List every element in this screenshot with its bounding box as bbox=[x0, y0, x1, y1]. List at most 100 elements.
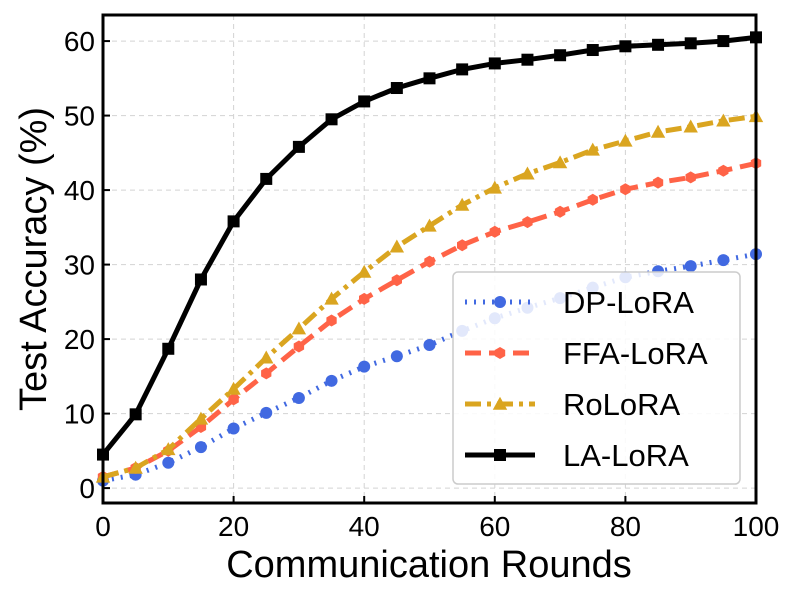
series-la-lora bbox=[97, 31, 762, 461]
data-point bbox=[652, 38, 665, 51]
legend: DP-LoRA FFA-LoRA RoLoRA LA-LoRA bbox=[452, 271, 741, 485]
legend-label: RoLoRA bbox=[563, 387, 680, 422]
data-point bbox=[618, 133, 633, 147]
y-tick-label: 60 bbox=[64, 26, 95, 57]
legend-item-rolora: RoLoRA bbox=[465, 387, 680, 422]
data-point bbox=[226, 381, 241, 395]
data-point bbox=[326, 314, 337, 327]
data-point bbox=[128, 460, 143, 474]
data-point bbox=[423, 339, 436, 352]
x-tick-label: 80 bbox=[610, 511, 641, 542]
legend-marker bbox=[494, 347, 506, 359]
series-rolora bbox=[95, 109, 764, 483]
y-tick-label: 50 bbox=[64, 101, 95, 132]
data-point bbox=[129, 408, 142, 421]
data-point bbox=[684, 37, 697, 50]
data-point bbox=[422, 218, 437, 232]
data-point bbox=[487, 180, 502, 194]
data-point bbox=[457, 239, 468, 252]
legend-item-la-lora: LA-LoRA bbox=[465, 438, 689, 473]
data-point bbox=[194, 441, 207, 454]
y-tick-label: 20 bbox=[64, 324, 95, 355]
legend-marker bbox=[494, 449, 506, 461]
data-point bbox=[717, 35, 730, 48]
data-point bbox=[228, 393, 239, 406]
legend-item-ffa-lora: FFA-LoRA bbox=[465, 336, 708, 371]
series-line-rolora bbox=[102, 113, 757, 480]
plot-frame bbox=[101, 13, 758, 505]
data-point bbox=[358, 95, 371, 108]
data-point bbox=[488, 57, 501, 70]
data-point bbox=[718, 164, 729, 177]
data-point bbox=[325, 374, 338, 387]
legend-marker bbox=[492, 396, 508, 410]
x-tick-label: 40 bbox=[349, 511, 380, 542]
legend-box bbox=[452, 271, 741, 485]
data-point bbox=[161, 442, 176, 456]
data-point bbox=[619, 40, 632, 53]
data-point bbox=[162, 456, 175, 469]
data-point bbox=[259, 350, 274, 364]
data-point bbox=[552, 155, 568, 169]
data-point bbox=[489, 225, 500, 238]
x-axis-label: Communication Rounds bbox=[226, 544, 632, 586]
data-point bbox=[358, 360, 371, 373]
data-point bbox=[389, 239, 405, 253]
y-tick-label: 10 bbox=[64, 399, 95, 430]
legend-label: FFA-LoRA bbox=[563, 336, 708, 371]
data-point bbox=[292, 391, 305, 404]
data-point bbox=[554, 49, 567, 62]
data-point bbox=[587, 193, 598, 206]
data-point bbox=[390, 82, 403, 95]
x-tick-label: 60 bbox=[479, 511, 510, 542]
legend-label: LA-LoRA bbox=[563, 438, 689, 473]
data-point bbox=[684, 260, 697, 273]
data-point bbox=[683, 119, 698, 133]
x-tick-label: 0 bbox=[95, 511, 111, 542]
data-point bbox=[227, 215, 240, 228]
data-point bbox=[325, 113, 338, 126]
data-point bbox=[522, 216, 533, 229]
data-point bbox=[227, 422, 240, 435]
data-point bbox=[390, 350, 403, 363]
data-point bbox=[292, 140, 305, 153]
data-point bbox=[324, 291, 339, 305]
data-point bbox=[423, 72, 436, 85]
data-point bbox=[620, 183, 631, 196]
data-point bbox=[291, 321, 307, 335]
axis-ticks: 0 20 40 60 80 100 0 10 20 30 40 50 60 bbox=[64, 26, 780, 542]
y-tick-label: 40 bbox=[64, 175, 95, 206]
data-point bbox=[554, 205, 566, 218]
data-point bbox=[717, 254, 730, 267]
x-tick-label: 20 bbox=[218, 511, 249, 542]
data-point bbox=[260, 172, 273, 185]
data-point bbox=[194, 273, 207, 286]
legend-marker bbox=[494, 296, 506, 308]
x-tick-label: 100 bbox=[733, 511, 780, 542]
data-point bbox=[293, 340, 305, 353]
data-point bbox=[650, 124, 666, 138]
legend-label: DP-LoRA bbox=[563, 285, 694, 320]
data-point bbox=[585, 142, 600, 156]
data-point bbox=[716, 113, 731, 127]
legend-item-dp-lora: DP-LoRA bbox=[465, 285, 694, 320]
data-point bbox=[652, 176, 664, 189]
y-tick-label: 30 bbox=[64, 250, 95, 281]
data-point bbox=[359, 292, 370, 305]
data-point bbox=[261, 367, 272, 380]
data-point bbox=[391, 274, 402, 287]
series-layer bbox=[95, 31, 764, 487]
data-point bbox=[424, 255, 435, 268]
data-point bbox=[520, 166, 535, 180]
data-point bbox=[454, 197, 470, 211]
data-point bbox=[685, 171, 696, 184]
y-axis-label: Test Accuracy (%) bbox=[13, 107, 55, 411]
data-point bbox=[357, 264, 372, 278]
data-point bbox=[260, 406, 273, 419]
data-point bbox=[521, 53, 534, 66]
data-point bbox=[456, 63, 469, 76]
data-point bbox=[586, 44, 599, 57]
y-tick-label: 0 bbox=[79, 473, 95, 504]
data-point bbox=[193, 411, 209, 425]
